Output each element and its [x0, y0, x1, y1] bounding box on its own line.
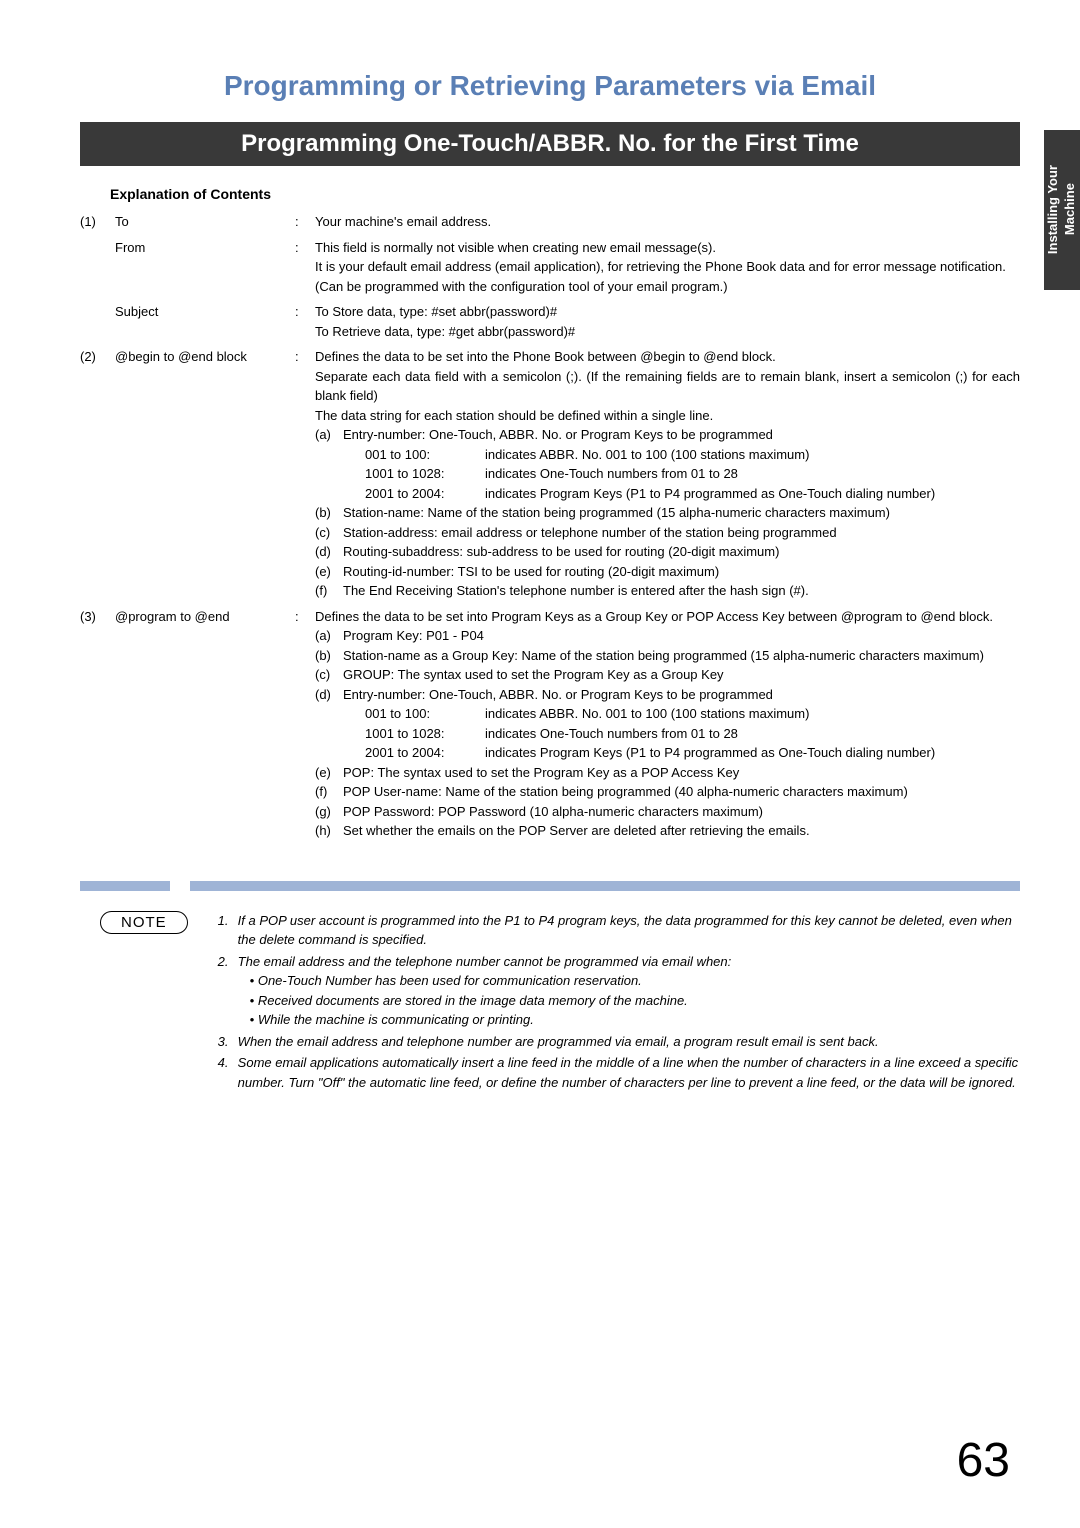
row-colon: :: [295, 347, 315, 601]
explanation-table: (1)To:Your machine's email address.From:…: [80, 212, 1020, 841]
row-number: (3): [80, 607, 115, 841]
note-item: 4.Some email applications automatically …: [218, 1053, 1020, 1092]
main-title: Programming or Retrieving Parameters via…: [80, 70, 1020, 102]
sub-item: (f)The End Receiving Station's telephone…: [315, 581, 1020, 601]
sub-item: (e)Routing-id-number: TSI to be used for…: [315, 562, 1020, 582]
row-colon: :: [295, 607, 315, 841]
row-colon: :: [295, 302, 315, 341]
page-content: Programming or Retrieving Parameters via…: [0, 0, 1080, 1528]
row-description: Your machine's email address.: [315, 212, 1020, 232]
table-row: (3)@program to @end:Defines the data to …: [80, 607, 1020, 841]
row-label: @program to @end: [115, 607, 295, 841]
row-number: [80, 302, 115, 341]
row-description: To Store data, type: #set abbr(password)…: [315, 302, 1020, 341]
note-badge: NOTE: [100, 911, 188, 934]
row-label: Subject: [115, 302, 295, 341]
page-number: 63: [957, 1433, 1010, 1488]
row-description: Defines the data to be set into the Phon…: [315, 347, 1020, 601]
row-number: (1): [80, 212, 115, 232]
sub-item: (a)Program Key: P01 - P04: [315, 626, 1020, 646]
row-label: From: [115, 238, 295, 297]
sub-item: (a)Entry-number: One-Touch, ABBR. No. or…: [315, 425, 1020, 445]
sub-item: (c)GROUP: The syntax used to set the Pro…: [315, 665, 1020, 685]
note-item: 3.When the email address and telephone n…: [218, 1032, 1020, 1052]
sub-item: (d)Entry-number: One-Touch, ABBR. No. or…: [315, 685, 1020, 705]
row-colon: :: [295, 212, 315, 232]
note-item: 2.The email address and the telephone nu…: [218, 952, 1020, 1030]
sub-heading: Explanation of Contents: [110, 186, 1020, 202]
row-label: To: [115, 212, 295, 232]
sub-item: (e)POP: The syntax used to set the Progr…: [315, 763, 1020, 783]
table-row: From:This field is normally not visible …: [80, 238, 1020, 297]
row-number: (2): [80, 347, 115, 601]
sub-item: (g)POP Password: POP Password (10 alpha-…: [315, 802, 1020, 822]
sub-item: (d)Routing-subaddress: sub-address to be…: [315, 542, 1020, 562]
note-item: 1.If a POP user account is programmed in…: [218, 911, 1020, 950]
sub-item: (b)Station-name as a Group Key: Name of …: [315, 646, 1020, 666]
row-number: [80, 238, 115, 297]
row-colon: :: [295, 238, 315, 297]
table-row: Subject:To Store data, type: #set abbr(p…: [80, 302, 1020, 341]
divider: [80, 881, 1020, 891]
table-row: (2)@begin to @end block:Defines the data…: [80, 347, 1020, 601]
divider-right: [190, 881, 1020, 891]
row-description: Defines the data to be set into Program …: [315, 607, 1020, 841]
sub-item: (h)Set whether the emails on the POP Ser…: [315, 821, 1020, 841]
row-label: @begin to @end block: [115, 347, 295, 601]
section-title: Programming One-Touch/ABBR. No. for the …: [80, 122, 1020, 166]
note-list: 1.If a POP user account is programmed in…: [218, 911, 1020, 1095]
divider-left: [80, 881, 170, 891]
sub-item: (b)Station-name: Name of the station bei…: [315, 503, 1020, 523]
note-section: NOTE 1.If a POP user account is programm…: [80, 911, 1020, 1095]
row-description: This field is normally not visible when …: [315, 238, 1020, 297]
table-row: (1)To:Your machine's email address.: [80, 212, 1020, 232]
sub-item: (f)POP User-name: Name of the station be…: [315, 782, 1020, 802]
sub-item: (c)Station-address: email address or tel…: [315, 523, 1020, 543]
